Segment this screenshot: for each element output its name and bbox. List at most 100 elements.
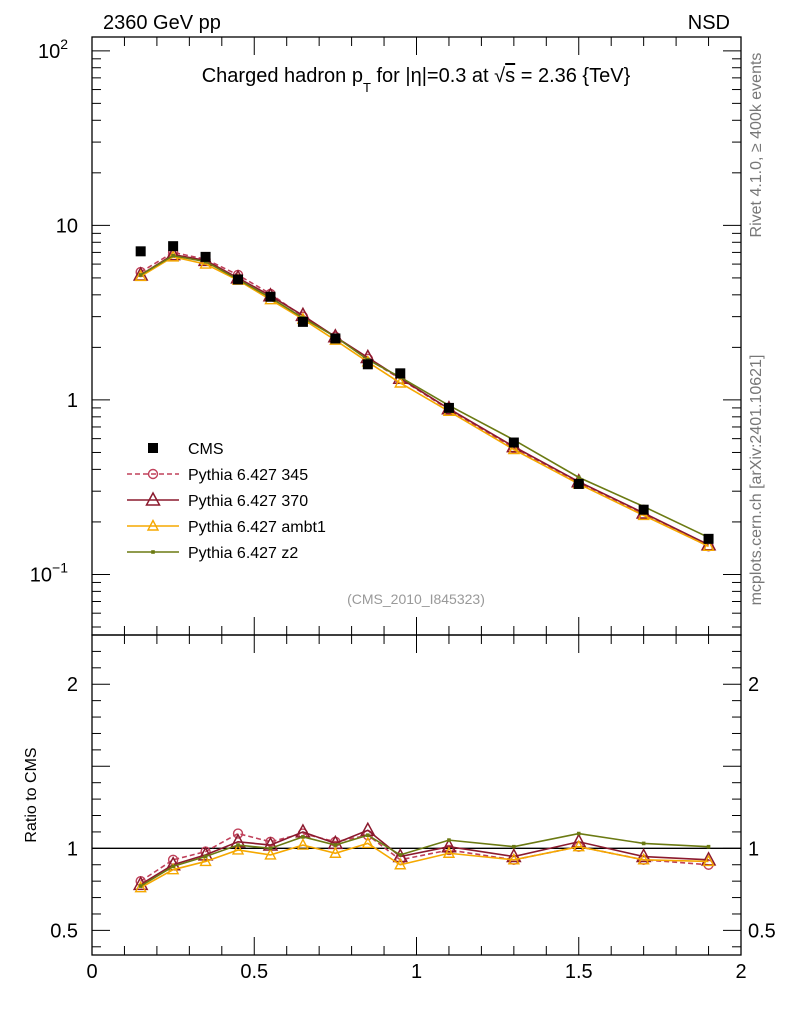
ratio-point-p370 [635, 847, 652, 863]
legend-marker [145, 491, 161, 506]
ratio-point-z2 [366, 833, 370, 838]
main-ytick-label: 102 [38, 36, 68, 63]
main-point-data [330, 333, 341, 344]
title-post2: = 2.36 {TeV} [515, 65, 630, 87]
ratio-point-ambt1 [637, 852, 650, 865]
main-line-z2 [140, 254, 709, 539]
ratio-point-p370 [506, 847, 522, 863]
ratio-point-p370 [392, 847, 409, 863]
legend: CMS Pythia 6.427 345 Pythia 6.427 370 Pythi… [127, 441, 326, 562]
ratio-point-z2 [203, 854, 208, 859]
ratio-ylabel: Ratio to CMS [23, 747, 40, 842]
main-axis-ticks: 10−1 1 10 102 [30, 36, 742, 635]
main-point-z2 [171, 253, 175, 258]
ratio-ytick-label-right: 1 [748, 838, 759, 860]
ratio-line-p370 [140, 829, 709, 886]
ratio-point-ambt1 [442, 846, 456, 858]
main-point-data [265, 291, 276, 302]
ratio-point-ambt1 [394, 857, 407, 870]
ratio-point-p345 [232, 828, 244, 839]
xtick-label: 0.5 [240, 961, 268, 983]
legend-label: Pythia 6.427 ambt1 [188, 519, 326, 536]
ratio-point-ambt1 [264, 847, 277, 860]
ratio-point-z2 [138, 884, 143, 888]
ratio-point-ambt1 [231, 842, 245, 855]
plot-title: Charged hadron pT for |η|=0.3 at √s = 2.… [202, 65, 631, 95]
main-point-data [395, 368, 406, 379]
ratio-line-ambt1 [140, 842, 709, 889]
ratio-line-p345 [140, 832, 709, 882]
title-sub: T [363, 80, 371, 95]
ratio-ytick-label-left: 0.5 [50, 920, 78, 942]
legend-label: Pythia 6.427 370 [188, 493, 308, 510]
ratio-point-z2 [576, 831, 581, 836]
main-point-data [135, 246, 146, 257]
legend-label: Pythia 6.427 z2 [188, 545, 298, 562]
main-point-data [573, 478, 584, 489]
ratio-point-ambt1 [296, 838, 310, 850]
main-point-data [703, 533, 714, 544]
main-point-data [233, 274, 244, 285]
rivet-version-label: Rivet 4.1.0, ≥ 400k events [748, 53, 765, 238]
ratio-ytick-label-right: 0.5 [748, 920, 776, 942]
ratio-series-group [132, 821, 717, 893]
analysis-id-label: (CMS_2010_I845323) [347, 591, 485, 607]
main-point-ambt1 [394, 376, 407, 388]
main-point-ambt1 [134, 269, 147, 282]
ratio-point-z2 [447, 838, 451, 842]
header-energy-label: 2360 GeV pp [103, 12, 221, 34]
main-point-ambt1 [507, 442, 521, 455]
xtick-label: 2 [735, 961, 746, 983]
main-point-z2 [138, 273, 143, 277]
main-ytick-label: 10 [56, 215, 78, 237]
main-point-z2 [576, 475, 581, 480]
ratio-point-z2 [512, 844, 516, 849]
ratio-point-ambt1 [507, 852, 521, 865]
legend-label: CMS [188, 441, 224, 458]
ratio-point-z2 [398, 853, 403, 857]
main-point-data [508, 437, 519, 448]
legend-marker [146, 518, 160, 531]
ratio-point-z2 [236, 843, 240, 847]
ratio-point-ambt1 [572, 839, 585, 852]
ratio-plot-frame [91, 634, 742, 956]
ratio-point-z2 [641, 841, 646, 846]
main-ytick-label: 10−1 [30, 559, 68, 586]
xtick-label: 1.5 [565, 961, 593, 983]
main-point-data [200, 251, 211, 262]
ratio-ytick-label-left: 1 [67, 838, 78, 860]
main-point-data [297, 316, 308, 327]
ratio-point-ambt1 [166, 862, 180, 875]
ratio-point-p370 [441, 838, 457, 853]
main-series-group [132, 241, 717, 552]
main-point-data [168, 241, 179, 252]
ratio-point-ambt1 [329, 846, 342, 858]
mcplots-label: mcplots.cern.ch [arXiv:2401.10621] [748, 355, 765, 606]
main-point-data [443, 402, 454, 413]
xtick-label: 0 [86, 961, 97, 983]
ratio-point-z2 [268, 846, 273, 851]
ratio-point-z2 [706, 844, 711, 849]
main-point-ambt1 [702, 539, 715, 552]
ratio-point-ambt1 [134, 880, 147, 893]
ratio-line-z2 [140, 832, 709, 887]
header-process-label: NSD [688, 12, 730, 34]
legend-marker [147, 468, 159, 480]
main-point-data [362, 359, 373, 370]
ratio-point-z2 [333, 843, 338, 847]
ratio-point-p370 [197, 846, 214, 861]
main-point-data [638, 504, 649, 515]
legend-marker [148, 443, 158, 453]
legend-label: Pythia 6.427 345 [188, 467, 308, 484]
ratio-point-ambt1 [702, 854, 715, 867]
title-s: s [505, 65, 515, 87]
ratio-ytick-label-right: 2 [748, 674, 759, 696]
ratio-point-z2 [301, 835, 305, 839]
ratio-axis-ticks: 0.5 0.5 1 1 2 2 0 0.5 1 1.5 2 [50, 635, 776, 983]
title-pre: Charged hadron p [202, 65, 363, 87]
main-point-p370 [165, 246, 181, 261]
ratio-point-ambt1 [361, 836, 374, 849]
legend-marker [151, 550, 155, 554]
ratio-point-ambt1 [199, 854, 212, 867]
